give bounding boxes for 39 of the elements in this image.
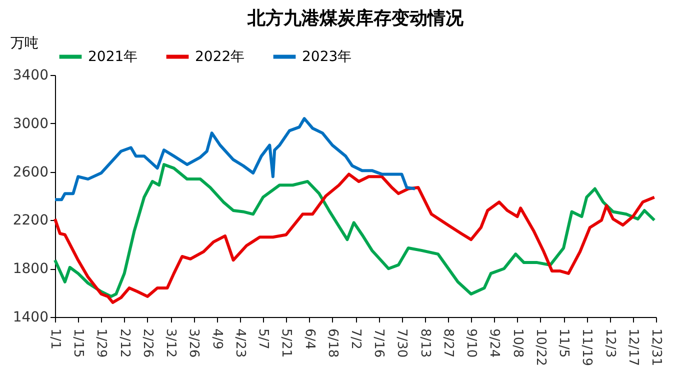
x-tick-label: 7/2 (348, 328, 363, 350)
x-tick-label: 3/26 (186, 328, 202, 358)
y-tick-label: 2200 (12, 212, 48, 229)
x-tick-label: 9/24 (486, 328, 502, 358)
x-tick-label: 5/21 (278, 328, 294, 358)
x-tick-label: 7/16 (371, 328, 386, 358)
x-tick-label: 4/23 (232, 328, 248, 358)
y-axis-title: 万吨 (10, 36, 38, 52)
x-tick-label: 6/4 (302, 328, 317, 350)
x-tick-label: 11/5 (556, 328, 572, 358)
x-tick-label: 12/17 (625, 328, 640, 366)
x-tick-label: 8/13 (417, 328, 432, 358)
x-tick-label: 2/12 (116, 328, 132, 358)
x-tick-label: 1/29 (94, 328, 109, 358)
x-tick-label: 1/15 (70, 328, 86, 358)
chart-title: 北方九港煤炭库存变动情况 (246, 8, 464, 29)
x-tick-label: 2/26 (140, 328, 155, 358)
legend-label: 2021年 (88, 48, 138, 65)
y-tick-label: 3000 (12, 116, 48, 132)
x-tick-label: 11/19 (579, 328, 594, 366)
x-tick-label: 3/12 (163, 328, 178, 358)
y-tick-label: 1800 (12, 261, 48, 278)
x-tick-label: 12/31 (648, 328, 664, 366)
x-tick-label: 12/3 (602, 328, 618, 358)
x-tick-label: 8/27 (440, 328, 456, 358)
x-tick-label: 5/7 (256, 328, 271, 350)
x-tick-label: 9/10 (464, 328, 479, 358)
legend-label: 2022年 (195, 48, 245, 65)
x-tick-label: 10/8 (510, 328, 525, 358)
line-series (54, 117, 416, 202)
y-tick-label: 2600 (12, 164, 48, 180)
x-tick-label: 4/9 (209, 328, 224, 350)
y-tick-label: 1400 (12, 310, 48, 326)
y-tick-label: 3400 (12, 68, 48, 84)
x-tick-label: 6/18 (324, 328, 340, 358)
x-tick-label: 1/1 (48, 328, 62, 350)
x-tick-label: 10/22 (532, 328, 548, 366)
legend-label: 2023年 (302, 48, 352, 65)
x-tick-label: 7/30 (394, 328, 410, 358)
